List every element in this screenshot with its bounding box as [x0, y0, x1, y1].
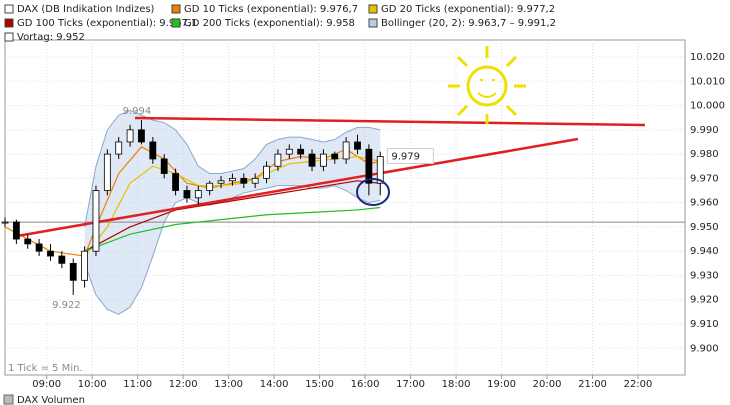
x-tick-label: 17:00 [396, 379, 425, 390]
candle-body [274, 153, 282, 167]
candle-body [240, 177, 248, 184]
candle-body [138, 129, 145, 143]
x-tick-label: 22:00 [624, 379, 653, 390]
y-tick-label: 9.910 [690, 319, 719, 330]
y-tick-label: 10.020 [690, 52, 725, 63]
x-tick-label: 13:00 [214, 379, 243, 390]
candle-body [12, 221, 20, 240]
sun-drawing [448, 46, 526, 124]
y-tick-label: 9.940 [690, 246, 719, 257]
candle-body [206, 182, 214, 191]
y-tick-label: 10.000 [690, 101, 725, 112]
trend-line [16, 137, 579, 238]
x-tick-label: 09:00 [32, 379, 61, 390]
candle-body [160, 158, 168, 174]
moving-average [84, 206, 381, 252]
y-tick-label: 9.900 [690, 343, 719, 354]
x-tick-label: 16:00 [351, 379, 380, 390]
candle-body [229, 177, 236, 182]
price-label: 9.979 [391, 152, 420, 163]
x-tick-label: 11:00 [123, 379, 152, 390]
candle-body [342, 141, 350, 160]
price-box [386, 148, 434, 165]
legend-label: GD 20 Ticks (exponential): 9.977,2 [381, 4, 555, 15]
candle-body [69, 262, 77, 281]
candle-body [149, 141, 157, 160]
price-label: 9.994 [123, 106, 152, 117]
candle-body [81, 250, 88, 281]
candle-body [35, 243, 43, 252]
x-tick-label: 15:00 [305, 379, 334, 390]
footer: DAX Volumen [17, 395, 85, 405]
volume-legend-swatch [3, 394, 14, 405]
bollinger-band [84, 110, 381, 315]
x-tick-label: 10:00 [78, 379, 107, 390]
candle-body [24, 238, 32, 245]
candle-body [285, 148, 293, 155]
candle-body [297, 148, 305, 155]
legend-label: GD 10 Ticks (exponential): 9.976,7 [184, 4, 358, 15]
legend-swatch [368, 18, 378, 28]
candle-body [308, 153, 316, 167]
plot-area [4, 39, 686, 376]
tick-note: 1 Tick = 5 Min. [8, 363, 83, 374]
x-tick-label: 18:00 [442, 379, 471, 390]
legend-swatch [368, 4, 378, 14]
candle-body [103, 153, 111, 191]
legend-swatch [171, 18, 181, 28]
y-tick-label: 9.960 [690, 198, 719, 209]
x-tick-label: 12:00 [169, 379, 198, 390]
y-tick-label: 9.980 [690, 149, 719, 160]
y-tick-label: 9.930 [690, 270, 719, 281]
legend-swatch [4, 4, 14, 14]
x-tick-label: 21:00 [578, 379, 607, 390]
candle-body [376, 156, 384, 184]
legend-label: Bollinger (20, 2): 9.963,7 – 9.991,2 [381, 18, 556, 29]
candle-body [92, 190, 100, 252]
y-tick-label: 9.920 [690, 295, 719, 306]
legend-swatch [171, 4, 181, 14]
legend-swatch [4, 32, 14, 42]
candle-body [58, 255, 66, 264]
candle-body [331, 153, 339, 160]
trend-line [134, 116, 646, 127]
highlight-circle [356, 178, 390, 206]
legend-swatch [4, 18, 14, 28]
candle-body [251, 177, 259, 184]
candle-body [194, 190, 202, 199]
legend-label: GD 200 Ticks (exponential): 9.958 [184, 18, 355, 29]
legend-label: Vortag: 9.952 [17, 32, 85, 43]
candle-body [263, 165, 270, 179]
candle-body [183, 190, 191, 199]
bollinger-upper [84, 109, 381, 228]
candle-body [172, 173, 179, 191]
price-label: 9.922 [52, 300, 81, 311]
candle-body [365, 148, 373, 184]
x-tick-label: 20:00 [533, 379, 562, 390]
y-tick-label: 9.950 [690, 222, 719, 233]
y-tick-label: 9.990 [690, 125, 719, 136]
legend-label: DAX (DB Indikation Indizes) [17, 4, 155, 15]
candle-body [115, 141, 123, 155]
x-tick-label: 19:00 [487, 379, 516, 390]
candle-body [1, 221, 9, 224]
y-tick-label: 9.970 [690, 173, 719, 184]
candle-body [47, 250, 54, 257]
candle-body [319, 153, 327, 167]
x-tick-label: 14:00 [260, 379, 289, 390]
candle-body [126, 129, 134, 143]
candle-body [354, 141, 361, 150]
candle-body [217, 180, 225, 184]
moving-average [84, 180, 381, 252]
legend-label: GD 100 Ticks (exponential): 9.967,1 [17, 18, 197, 29]
y-tick-label: 10.010 [690, 76, 725, 87]
